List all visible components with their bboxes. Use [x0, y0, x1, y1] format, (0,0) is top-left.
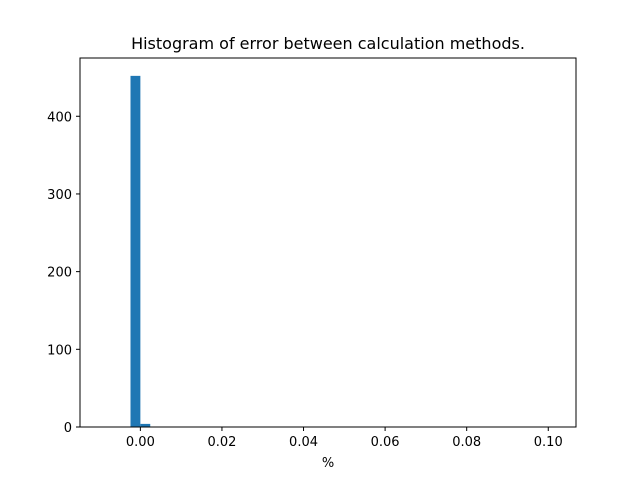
y-tick-label: 300 [47, 188, 72, 203]
y-tick-label: 100 [47, 343, 72, 358]
x-tick-label: 0.08 [452, 435, 481, 450]
bars-group [130, 75, 151, 427]
y-tick-label: 0 [64, 421, 72, 436]
histogram-bar-0 [130, 75, 141, 427]
y-tick-label: 200 [47, 266, 72, 281]
plot-frame [79, 57, 577, 428]
x-tick-label: 0.04 [289, 435, 318, 450]
y-tick-label: 400 [47, 110, 72, 125]
x-tick-label: 0.10 [534, 435, 563, 450]
x-tick-label: 0.02 [207, 435, 236, 450]
x-axis-label: % [322, 456, 334, 471]
x-axis-ticks: 0.00 0.02 0.04 0.06 0.08 0.10 [126, 427, 563, 450]
y-axis-ticks: 0 100 200 300 400 [47, 110, 80, 436]
histogram-bar-1 [140, 423, 151, 427]
chart-title: Histogram of error between calculation m… [131, 34, 525, 53]
x-tick-label: 0.06 [371, 435, 400, 450]
x-tick-label: 0.00 [126, 435, 155, 450]
